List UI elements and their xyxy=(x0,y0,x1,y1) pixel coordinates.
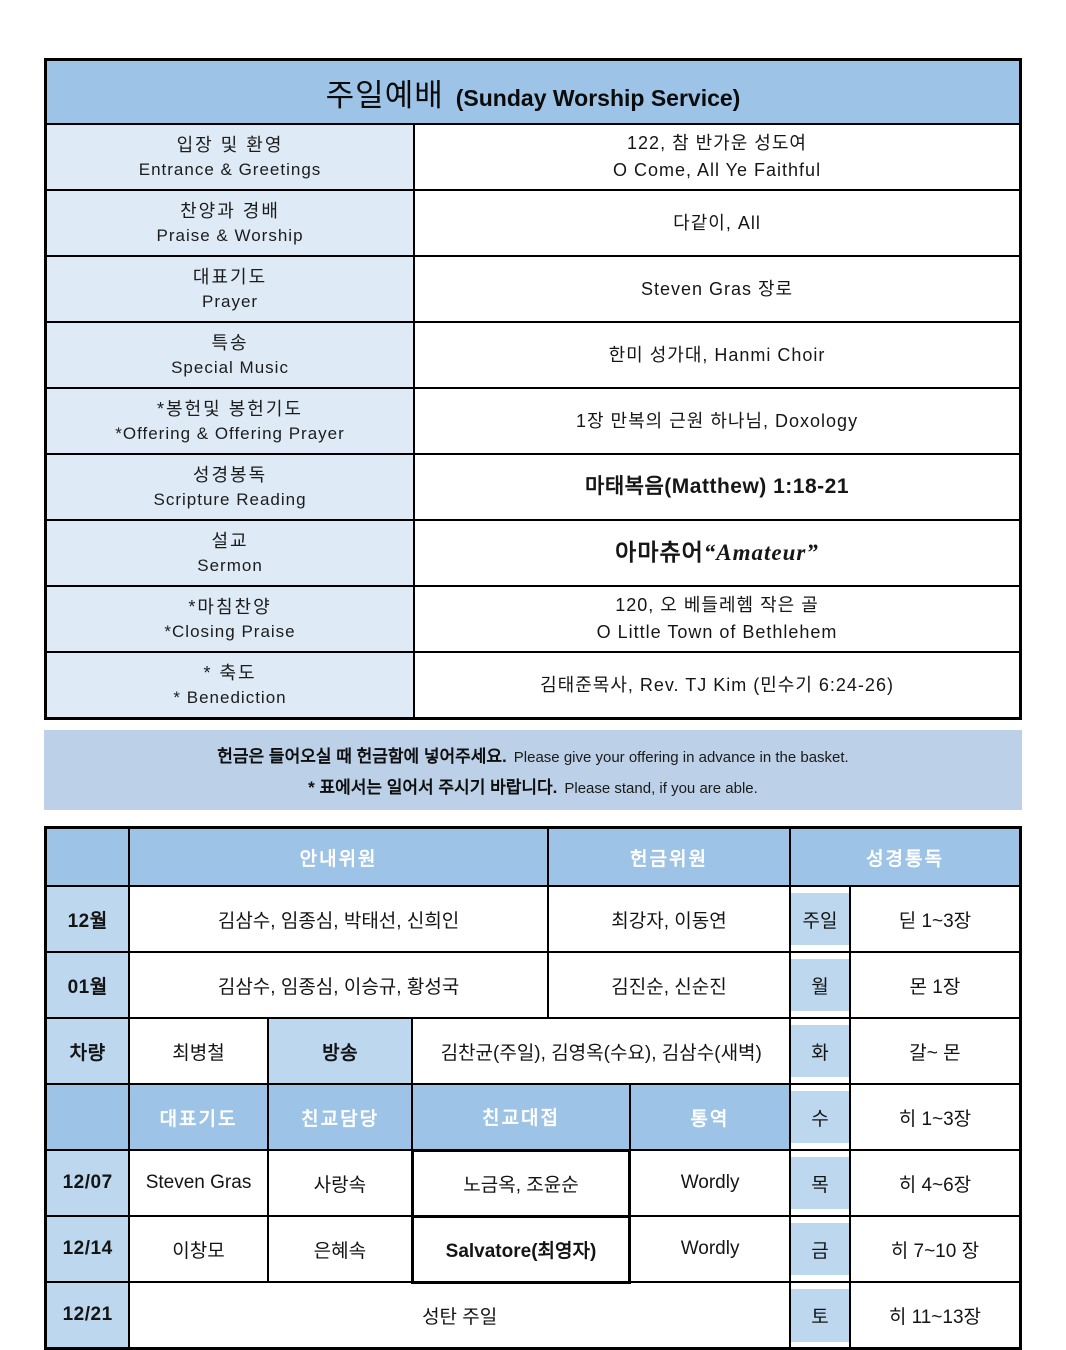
worship-service-table: 주일예배 (Sunday Worship Service) 입장 및 환영 Ent… xyxy=(44,58,1022,720)
day-cell: 금 xyxy=(789,1215,851,1283)
order-label-sermon: 설교 Sermon xyxy=(44,519,416,587)
table-row: 찬양과 경배 Praise & Worship 다같이, All xyxy=(44,189,1022,257)
table-row: *봉헌및 봉헌기도 *Offering & Offering Prayer 1장… xyxy=(44,387,1022,455)
prayer-name: 이창모 xyxy=(128,1215,269,1283)
schedule-row-january: 01월 김삼수, 임종심, 이승규, 황성국 김진순, 신순진 월 몬 1장 xyxy=(44,951,1022,1019)
table-row: *마침찬양 *Closing Praise 120, 오 베들레헴 작은 골 O… xyxy=(44,585,1022,653)
offering-names: 최강자, 이동연 xyxy=(546,885,792,953)
month-label: 01월 xyxy=(44,951,131,1019)
ushers-names: 김삼수, 임종심, 이승규, 황성국 xyxy=(128,951,549,1019)
order-value-closing-praise: 120, 오 베들레헴 작은 골 O Little Town of Bethle… xyxy=(413,585,1022,653)
day-cell: 월 xyxy=(789,951,851,1019)
reading-cell: 히 1~3장 xyxy=(848,1083,1022,1151)
order-label-benediction: * 축도 * Benediction xyxy=(44,651,416,720)
vehicle-label: 차량 xyxy=(44,1017,131,1085)
day-cell: 목 xyxy=(789,1149,851,1217)
reading-cell: 히 4~6장 xyxy=(848,1149,1022,1217)
schedule-header-row-2: 대표기도 친교담당 친교대접 통역 수 히 1~3장 xyxy=(44,1083,1022,1151)
bulletin-page: 주일예배 (Sunday Worship Service) 입장 및 환영 Ent… xyxy=(44,58,1022,1350)
order-value-offering: 1장 만복의 근원 하나님, Doxology xyxy=(413,387,1022,455)
order-label-scripture: 성경봉독 Scripture Reading xyxy=(44,453,416,521)
notice-line-1: 헌금은 들어오실 때 헌금함에 넣어주세요. Please give your o… xyxy=(217,747,849,766)
vehicle-driver: 최병철 xyxy=(128,1017,269,1085)
order-label-offering: *봉헌및 봉헌기도 *Offering & Offering Prayer xyxy=(44,387,416,455)
reading-cell: 갈~ 몬 xyxy=(848,1017,1022,1085)
order-value-prayer: Steven Gras 장로 xyxy=(413,255,1022,323)
fellowship-group: 은혜속 xyxy=(266,1215,414,1283)
day-cell: 토 xyxy=(789,1281,851,1350)
table-row: 대표기도 Prayer Steven Gras 장로 xyxy=(44,255,1022,323)
date-label: 12/14 xyxy=(44,1215,131,1283)
header-fellowship-serving: 친교대접 xyxy=(411,1083,631,1151)
broadcast-label: 방송 xyxy=(266,1017,414,1085)
table-row: 설교 Sermon 아마츄어“Amateur” xyxy=(44,519,1022,587)
header-offering-committee: 헌금위원 xyxy=(546,826,792,887)
schedule-row-1214: 12/14 이창모 은혜속 Salvatore(최영자) Wordly 금 히 … xyxy=(44,1214,1022,1284)
order-value-benediction: 김태준목사, Rev. TJ Kim (민수기 6:24-26) xyxy=(413,651,1022,720)
offering-notice-band: 헌금은 들어오실 때 헌금함에 넣어주세요. Please give your o… xyxy=(44,730,1022,810)
worship-table-title: 주일예배 (Sunday Worship Service) xyxy=(44,58,1022,125)
order-value-scripture: 마태복음(Matthew) 1:18-21 xyxy=(413,453,1022,521)
header-bible-reading: 성경통독 xyxy=(789,826,1022,887)
header-rep-prayer: 대표기도 xyxy=(128,1083,269,1151)
table-row: 입장 및 환영 Entrance & Greetings 122, 참 반가운 … xyxy=(44,123,1022,191)
reading-cell: 딛 1~3장 xyxy=(848,885,1022,953)
fellowship-group: 사랑속 xyxy=(266,1149,414,1217)
day-cell: 수 xyxy=(789,1083,851,1151)
month-label: 12월 xyxy=(44,885,131,953)
day-cell: 주일 xyxy=(789,885,851,953)
header-fellowship: 친교담당 xyxy=(266,1083,414,1151)
reading-cell: 히 7~10 장 xyxy=(848,1215,1022,1283)
schedule-row-december: 12월 김삼수, 임종심, 박태선, 신희인 최강자, 이동연 주일 딛 1~3… xyxy=(44,885,1022,953)
order-label-entrance: 입장 및 환영 Entrance & Greetings xyxy=(44,123,416,191)
broadcast-names: 김찬균(주일), 김영옥(수요), 김삼수(새벽) xyxy=(411,1017,792,1085)
table-row: 주일예배 (Sunday Worship Service) xyxy=(44,58,1022,125)
schedule-row-1207: 12/07 Steven Gras 사랑속 노금옥, 조윤순 Wordly 목 … xyxy=(44,1148,1022,1218)
header-blank-cell xyxy=(44,1083,131,1151)
offering-names: 김진순, 신순진 xyxy=(546,951,792,1019)
sermon-title-italic: “Amateur” xyxy=(703,540,819,566)
table-row: 특송 Special Music 한미 성가대, Hanmi Choir xyxy=(44,321,1022,389)
date-label: 12/21 xyxy=(44,1281,131,1350)
interpretation-name: Wordly xyxy=(628,1215,792,1283)
order-label-closing-praise: *마침찬양 *Closing Praise xyxy=(44,585,416,653)
header-blank-cell xyxy=(44,826,131,887)
christmas-sunday-note: 성탄 주일 xyxy=(128,1281,792,1350)
date-label: 12/07 xyxy=(44,1149,131,1217)
serving-names: Salvatore(최영자) xyxy=(410,1214,632,1284)
order-value-praise: 다같이, All xyxy=(413,189,1022,257)
reading-cell: 히 11~13장 xyxy=(848,1281,1022,1350)
schedule-row-vehicle: 차량 최병철 방송 김찬균(주일), 김영옥(수요), 김삼수(새벽) 화 갈~… xyxy=(44,1017,1022,1085)
duty-schedule-table: 안내위원 헌금위원 성경통독 12월 김삼수, 임종심, 박태선, 신희인 최강… xyxy=(44,826,1022,1350)
day-cell: 화 xyxy=(789,1017,851,1085)
header-ushers: 안내위원 xyxy=(128,826,549,887)
ushers-names: 김삼수, 임종심, 박태선, 신희인 xyxy=(128,885,549,953)
schedule-row-1221: 12/21 성탄 주일 토 히 11~13장 xyxy=(44,1281,1022,1350)
table-row: 성경봉독 Scripture Reading 마태복음(Matthew) 1:1… xyxy=(44,453,1022,521)
reading-cell: 몬 1장 xyxy=(848,951,1022,1019)
order-label-special-music: 특송 Special Music xyxy=(44,321,416,389)
notice-line-2: * 표에서는 일어서 주시기 바랍니다. Please stand, if you… xyxy=(308,778,758,797)
order-value-sermon: 아마츄어“Amateur” xyxy=(413,519,1022,587)
interpretation-name: Wordly xyxy=(628,1149,792,1217)
order-label-prayer: 대표기도 Prayer xyxy=(44,255,416,323)
table-row: * 축도 * Benediction 김태준목사, Rev. TJ Kim (민… xyxy=(44,651,1022,720)
order-value-entrance: 122, 참 반가운 성도여 O Come, All Ye Faithful xyxy=(413,123,1022,191)
serving-names: 노금옥, 조윤순 xyxy=(410,1148,632,1218)
header-interpretation: 통역 xyxy=(628,1083,792,1151)
title-korean: 주일예배 xyxy=(325,77,444,113)
order-label-praise: 찬양과 경배 Praise & Worship xyxy=(44,189,416,257)
schedule-header-row-1: 안내위원 헌금위원 성경통독 xyxy=(44,826,1022,887)
prayer-name: Steven Gras xyxy=(128,1149,269,1217)
order-value-special-music: 한미 성가대, Hanmi Choir xyxy=(413,321,1022,389)
title-english: (Sunday Worship Service) xyxy=(455,84,741,111)
